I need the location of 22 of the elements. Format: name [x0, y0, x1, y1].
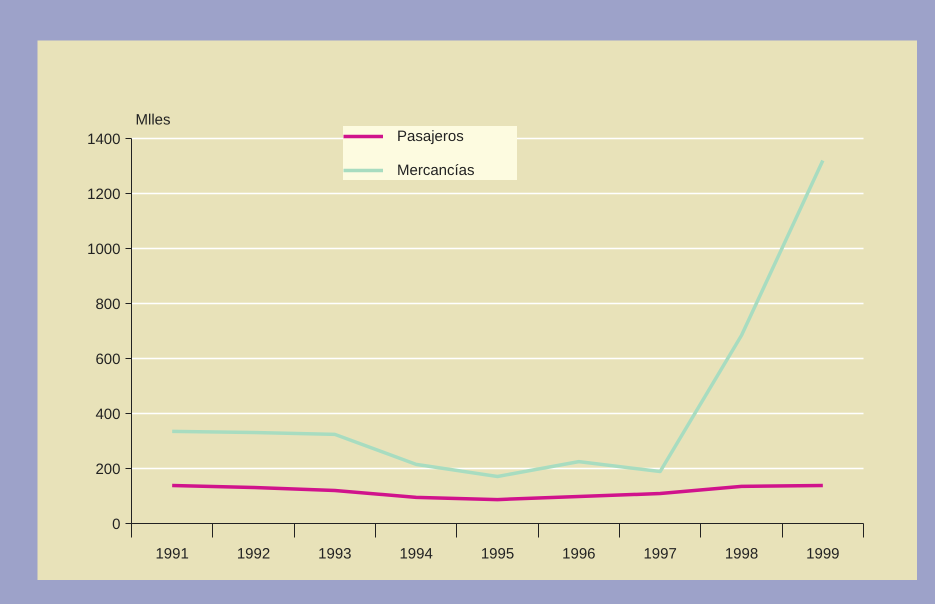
y-tick-label: 0: [112, 516, 120, 533]
y-tick-label: 600: [95, 351, 121, 368]
y-tick-label: 200: [95, 461, 121, 478]
x-tick-label: 1996: [562, 546, 596, 562]
legend-label: Pasajeros: [397, 128, 465, 144]
y-tick-label: 1400: [87, 131, 121, 148]
x-tick-label: 1999: [806, 546, 840, 562]
x-tick-label: 1993: [318, 546, 352, 562]
x-tick-label: 1995: [480, 546, 514, 562]
legend-label: Mercancías: [397, 162, 476, 178]
y-tick-label: 1200: [87, 186, 121, 203]
line-series: [170, 484, 825, 502]
x-tick-label: 1992: [236, 546, 270, 562]
x-tick-label: 1998: [724, 546, 758, 562]
y-tick-label: 1000: [87, 241, 121, 258]
y-axis-title: Mlles: [136, 112, 171, 128]
y-tick-label: 400: [95, 406, 121, 423]
x-tick-label: 1994: [399, 546, 433, 562]
y-tick-label: 800: [95, 296, 121, 313]
x-tick-label: 1991: [155, 546, 189, 562]
line-series: [170, 158, 825, 478]
x-tick-label: 1997: [643, 546, 677, 562]
